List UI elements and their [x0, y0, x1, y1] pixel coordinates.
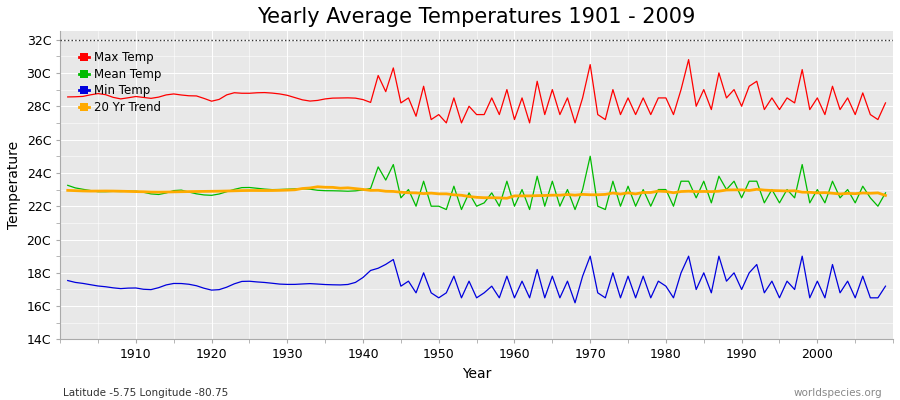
Legend: Max Temp, Mean Temp, Min Temp, 20 Yr Trend: Max Temp, Mean Temp, Min Temp, 20 Yr Tre… [75, 46, 166, 118]
Text: Latitude -5.75 Longitude -80.75: Latitude -5.75 Longitude -80.75 [63, 388, 229, 398]
X-axis label: Year: Year [462, 367, 491, 381]
Title: Yearly Average Temperatures 1901 - 2009: Yearly Average Temperatures 1901 - 2009 [257, 7, 696, 27]
Y-axis label: Temperature: Temperature [7, 141, 21, 230]
Text: worldspecies.org: worldspecies.org [794, 388, 882, 398]
